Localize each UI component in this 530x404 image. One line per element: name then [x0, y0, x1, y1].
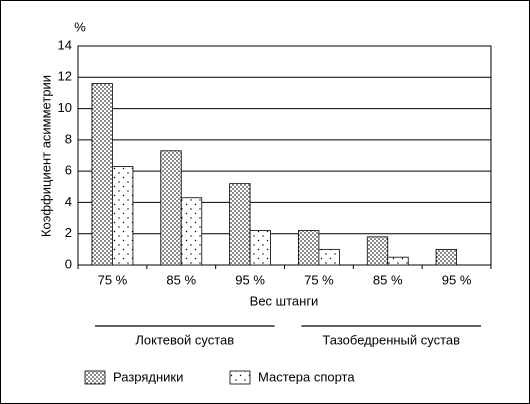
bar	[366, 236, 389, 266]
y-tick-label: 4	[65, 194, 72, 209]
x-tick-label: 95 %	[442, 272, 472, 287]
group-label: Тазобедренный сустав	[322, 332, 460, 347]
y-tick-label: 12	[58, 69, 72, 84]
y-tick-label: 8	[65, 131, 72, 146]
group-label: Локтевой сустав	[135, 332, 234, 347]
legend-swatch	[84, 370, 106, 385]
y-tick-label: 10	[58, 100, 72, 115]
x-tick-label: 75 %	[98, 272, 128, 287]
legend-swatch	[229, 370, 251, 385]
bar	[229, 183, 251, 266]
bar	[318, 248, 340, 266]
bar	[249, 230, 271, 266]
bar	[112, 166, 134, 266]
bar	[387, 256, 409, 266]
y-tick-label: 0	[65, 256, 72, 271]
bar	[435, 248, 457, 266]
y-unit: %	[74, 19, 86, 34]
y-tick-label: 2	[65, 225, 72, 240]
legend-label: Разрядники	[113, 369, 183, 384]
x-tick-label: 75 %	[304, 272, 334, 287]
x-tick-label: 85 %	[373, 272, 403, 287]
bar	[91, 83, 113, 266]
x-tick-label: 85 %	[166, 272, 196, 287]
legend-label: Мастера спорта	[258, 369, 355, 384]
x-axis-title: Вес штанги	[250, 293, 319, 308]
bar	[160, 150, 182, 266]
y-tick-label: 6	[65, 163, 72, 178]
y-axis-title: Коэффициент асимметрии	[38, 75, 53, 237]
bar	[180, 197, 203, 266]
x-tick-label: 95 %	[235, 272, 265, 287]
y-tick-label: 14	[58, 37, 72, 52]
bar	[298, 230, 320, 266]
